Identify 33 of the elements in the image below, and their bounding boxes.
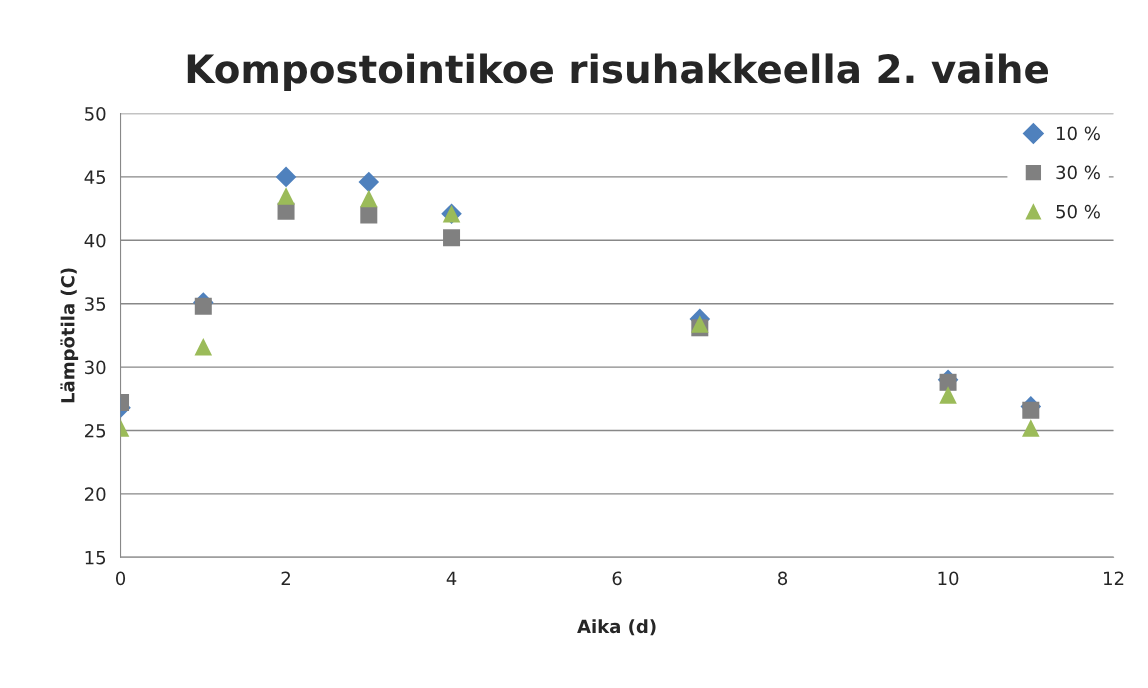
point <box>194 297 212 315</box>
x-axis-title: Aika (d) <box>577 619 656 636</box>
point <box>277 187 295 205</box>
x-tick-label: 4 <box>446 571 457 585</box>
y-tick-label: 40 <box>84 233 106 248</box>
y-tick-label: 20 <box>85 487 106 501</box>
point <box>360 206 378 224</box>
y-tick-label: 45 <box>84 170 106 185</box>
x-tick-label: 10 <box>938 571 959 586</box>
point <box>1022 401 1040 419</box>
point <box>691 315 709 333</box>
y-tick-label: 15 <box>85 550 106 565</box>
point <box>275 166 297 188</box>
y-axis-title: Lämpötila (C) <box>60 268 79 403</box>
x-tick-label: 2 <box>281 571 290 585</box>
y-tick-label: 30 <box>85 360 106 375</box>
legend-label: 50 % <box>1056 204 1100 219</box>
y-tick-label: 35 <box>85 297 106 311</box>
x-tick-label: 12 <box>1104 571 1124 585</box>
point <box>360 189 378 208</box>
legend-label: 30 % <box>1056 165 1100 180</box>
point <box>939 386 957 404</box>
y-tick-label: 50 <box>85 106 106 121</box>
legend-label: 10 % <box>1057 126 1100 141</box>
x-tick-label: 6 <box>612 571 622 586</box>
point <box>194 338 213 356</box>
x-tick-label: 8 <box>778 571 788 586</box>
x-tick-label: 0 <box>115 571 126 586</box>
chart-title: Kompostointikoe risuhakkeella 2. vaihe <box>187 53 1048 92</box>
point <box>1022 419 1040 437</box>
point <box>358 171 380 193</box>
y-tick-label: 25 <box>85 423 106 438</box>
point <box>443 229 461 247</box>
